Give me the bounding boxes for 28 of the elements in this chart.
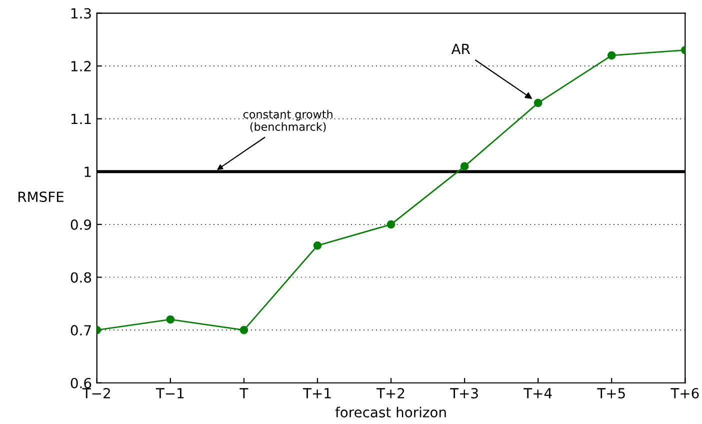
x-tick-label: T <box>240 388 248 398</box>
point <box>534 98 542 108</box>
y-tick-label: 0.6 <box>70 378 92 388</box>
point <box>166 315 175 324</box>
x-tick-label: T+5 <box>597 388 625 398</box>
x-tick-label: T−1 <box>156 388 184 398</box>
annotation: AR <box>451 44 470 54</box>
point <box>607 51 616 60</box>
y-tick-label: 1.1 <box>71 114 91 124</box>
point <box>313 241 322 250</box>
x-axis-title: forecast horizon <box>335 406 446 418</box>
point <box>240 326 248 334</box>
y-tick-label: 0.7 <box>70 325 91 336</box>
ref-line-label: constant growth (benchmarck) <box>243 110 332 132</box>
y-tick-label: 1.2 <box>71 60 91 72</box>
x-tick-label: T−2 <box>82 388 110 398</box>
x-tick-label: T+2 <box>376 388 404 398</box>
x-tick-label: T+6 <box>670 388 699 398</box>
y-tick-label: 0.9 <box>70 219 92 230</box>
x-tick-label: T+4 <box>524 388 552 398</box>
y-tick-label: 1 <box>84 166 91 177</box>
y-axis-title: RMSFE <box>18 192 64 202</box>
point <box>386 220 396 229</box>
point <box>460 162 469 170</box>
y-tick-label: 0.8 <box>70 272 92 283</box>
x-tick-label: T+3 <box>450 388 478 398</box>
x-tick-label: T+1 <box>302 388 331 398</box>
y-tick-label: 1.3 <box>71 8 91 19</box>
